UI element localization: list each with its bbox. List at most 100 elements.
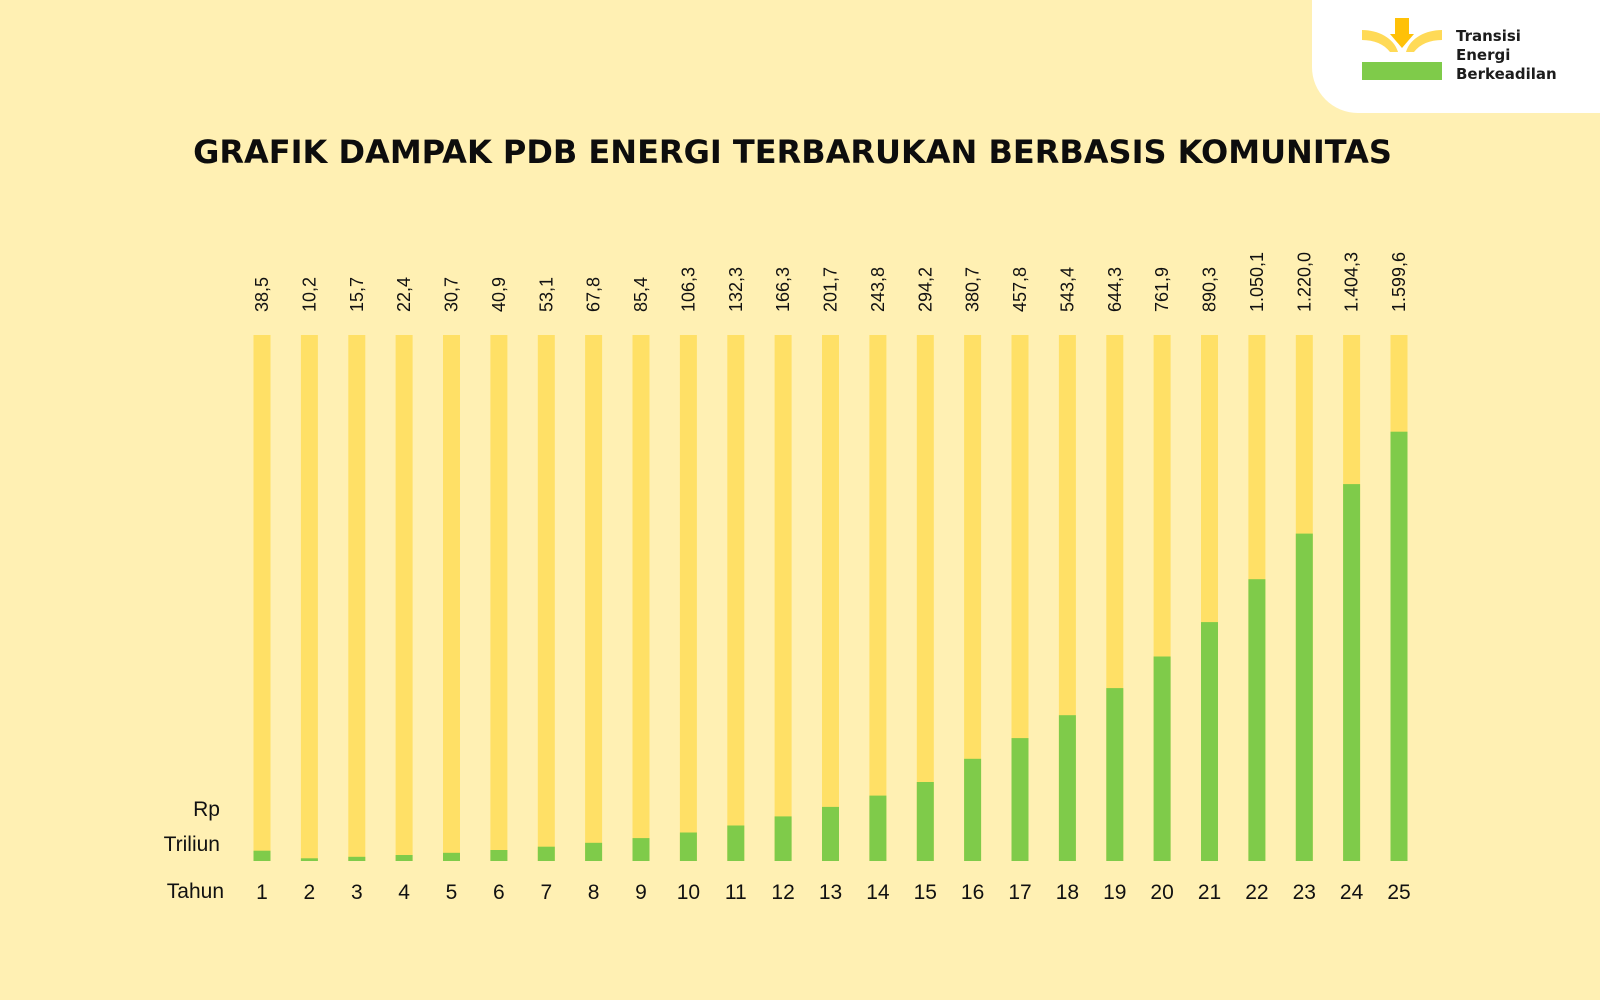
bar-track-11 xyxy=(727,335,745,861)
bar-track-15 xyxy=(916,335,934,861)
x-tick-label-7: 7 xyxy=(540,881,552,904)
value-label-11: 132,3 xyxy=(726,267,746,312)
bar-track-8 xyxy=(585,335,603,861)
x-tick-label-23: 23 xyxy=(1293,881,1316,904)
x-tick-label-1: 1 xyxy=(256,881,268,904)
bar-track-14 xyxy=(869,335,887,861)
value-label-25: 1.599,6 xyxy=(1389,252,1409,312)
bar-track-9 xyxy=(632,335,650,861)
bar-track-7 xyxy=(537,335,555,861)
value-label-13: 201,7 xyxy=(821,267,841,312)
x-tick-label-17: 17 xyxy=(1008,881,1031,904)
labels-layer: 38,5 1 10,2 2 15,7 3 22,4 4 30,7 5 40,9 6 53,1 7 67,8 8… xyxy=(252,252,1411,904)
value-label-14: 243,8 xyxy=(868,267,888,312)
bar-24 xyxy=(1343,484,1361,861)
logo-panel: Transisi Energi Berkeadilan xyxy=(1312,0,1600,113)
bar-track-10 xyxy=(679,335,697,861)
bar-track-17 xyxy=(1011,335,1029,861)
value-label-3: 15,7 xyxy=(347,277,367,312)
x-axis-label: Tahun xyxy=(167,880,224,903)
bar-22 xyxy=(1248,579,1266,861)
bar-track-12 xyxy=(774,335,792,861)
bar-17 xyxy=(1011,738,1029,861)
bar-25 xyxy=(1390,431,1408,861)
bar-14 xyxy=(869,795,887,861)
value-label-10: 106,3 xyxy=(678,267,698,312)
brand-name-line-1: Transisi xyxy=(1456,27,1521,45)
bar-track-2 xyxy=(300,335,318,861)
bar-7 xyxy=(537,846,555,861)
x-tick-label-10: 10 xyxy=(677,881,700,904)
x-tick-label-19: 19 xyxy=(1103,881,1126,904)
bar-6 xyxy=(490,850,508,861)
bar-1 xyxy=(253,850,271,861)
bar-3 xyxy=(348,856,366,861)
value-label-23: 1.220,0 xyxy=(1294,252,1314,312)
bar-16 xyxy=(964,758,982,861)
value-label-19: 644,3 xyxy=(1105,267,1125,312)
value-label-18: 543,4 xyxy=(1057,267,1077,312)
x-tick-label-3: 3 xyxy=(351,881,363,904)
x-tick-label-16: 16 xyxy=(961,881,984,904)
value-label-6: 40,9 xyxy=(489,277,509,312)
bar-track-6 xyxy=(490,335,508,861)
bar-18 xyxy=(1058,715,1076,861)
x-tick-label-4: 4 xyxy=(398,881,410,904)
x-tick-label-2: 2 xyxy=(304,881,316,904)
brand-name-line-3: Berkeadilan xyxy=(1456,65,1557,83)
value-label-15: 294,2 xyxy=(915,267,935,312)
bar-track-3 xyxy=(348,335,366,861)
y-axis-label-line-1: Rp xyxy=(193,798,220,821)
brand-name: Transisi Energi Berkeadilan xyxy=(1456,27,1557,84)
bar-12 xyxy=(774,816,792,861)
bar-21 xyxy=(1201,622,1218,861)
value-label-4: 22,4 xyxy=(394,277,414,312)
bar-11 xyxy=(727,825,745,861)
bar-10 xyxy=(679,832,697,861)
bar-15 xyxy=(916,782,934,861)
y-axis-label-line-2: Triliun xyxy=(164,833,220,856)
x-tick-label-14: 14 xyxy=(866,881,890,904)
value-label-2: 10,2 xyxy=(299,277,319,312)
sunrise-logo-icon xyxy=(1362,18,1442,80)
value-label-17: 457,8 xyxy=(1010,267,1030,312)
bar-track-5 xyxy=(443,335,460,861)
value-label-12: 166,3 xyxy=(773,267,793,312)
x-tick-label-8: 8 xyxy=(588,881,600,904)
bar-8 xyxy=(585,842,603,861)
x-tick-label-24: 24 xyxy=(1340,881,1364,904)
x-tick-label-9: 9 xyxy=(635,881,647,904)
x-tick-label-5: 5 xyxy=(446,881,458,904)
bar-20 xyxy=(1153,656,1171,861)
bar-23 xyxy=(1295,533,1313,861)
x-tick-label-22: 22 xyxy=(1245,881,1268,904)
x-tick-label-15: 15 xyxy=(914,881,937,904)
value-label-7: 53,1 xyxy=(536,277,556,312)
x-tick-label-18: 18 xyxy=(1056,881,1079,904)
value-label-9: 85,4 xyxy=(631,277,651,312)
bar-9 xyxy=(632,838,650,861)
bar-19 xyxy=(1106,688,1124,861)
bar-track-16 xyxy=(964,335,982,861)
x-tick-label-13: 13 xyxy=(819,881,842,904)
bars-layer xyxy=(253,335,1408,861)
x-tick-label-25: 25 xyxy=(1387,881,1410,904)
value-label-20: 761,9 xyxy=(1152,267,1172,312)
value-label-16: 380,7 xyxy=(963,267,983,312)
brand-name-line-2: Energi xyxy=(1456,46,1511,64)
value-label-8: 67,8 xyxy=(584,277,604,312)
value-label-5: 30,7 xyxy=(442,277,462,312)
value-label-21: 890,3 xyxy=(1200,267,1220,312)
bar-2 xyxy=(300,858,318,861)
x-tick-label-11: 11 xyxy=(725,881,747,904)
bar-track-1 xyxy=(253,335,271,861)
chart-title: GRAFIK DAMPAK PDB ENERGI TERBARUKAN BERB… xyxy=(193,133,1392,171)
bar-track-13 xyxy=(822,335,839,861)
x-tick-label-21: 21 xyxy=(1198,881,1221,904)
x-tick-label-6: 6 xyxy=(493,881,505,904)
x-tick-label-12: 12 xyxy=(771,881,794,904)
value-label-24: 1.404,3 xyxy=(1342,252,1362,312)
value-label-22: 1.050,1 xyxy=(1247,252,1267,312)
value-label-1: 38,5 xyxy=(252,277,272,312)
